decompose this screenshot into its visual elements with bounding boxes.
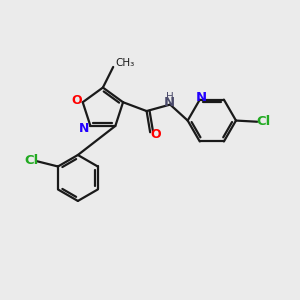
Text: CH₃: CH₃ [115, 58, 134, 68]
Text: O: O [150, 128, 161, 140]
Text: Cl: Cl [24, 154, 39, 166]
Text: N: N [195, 91, 206, 104]
Text: N: N [79, 122, 89, 135]
Text: O: O [71, 94, 82, 107]
Text: Cl: Cl [256, 115, 270, 128]
Text: N: N [164, 96, 175, 109]
Text: H: H [166, 92, 173, 102]
